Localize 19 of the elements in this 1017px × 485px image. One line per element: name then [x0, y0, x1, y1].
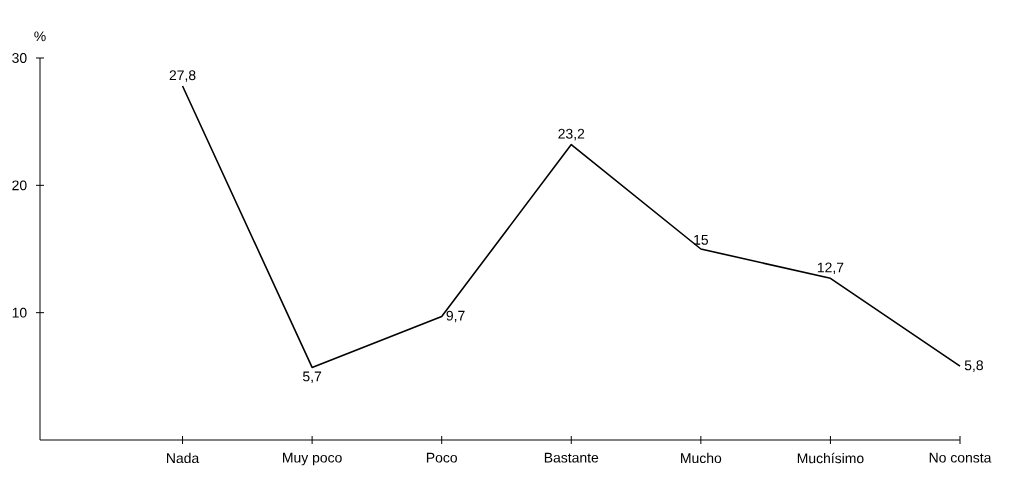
x-tick-label: Muy poco [283, 452, 342, 466]
x-tick-label: No consta [929, 452, 992, 463]
data-label: 5,8 [964, 360, 983, 372]
data-label: 5,7 [302, 371, 322, 383]
x-tick-label: Muchísimo [797, 452, 864, 464]
x-tick-label: Nada [167, 452, 200, 464]
y-tick-label: 10 [12, 307, 27, 318]
y-tick-label: 30 [12, 53, 27, 63]
data-label: 9,7 [446, 310, 465, 323]
x-tick-label: Poco [426, 452, 457, 463]
data-label: 23,2 [558, 128, 585, 141]
x-tick-label: Bastante [544, 452, 599, 463]
line-series [181, 85, 961, 369]
x-tick-label: Mucho [681, 452, 722, 464]
data-label: 15 [694, 235, 709, 245]
data-label: 12,7 [817, 262, 844, 275]
y-axis-title: % [34, 31, 46, 42]
y-tick-label: 20 [12, 180, 27, 191]
data-label: 27,8 [169, 70, 196, 82]
